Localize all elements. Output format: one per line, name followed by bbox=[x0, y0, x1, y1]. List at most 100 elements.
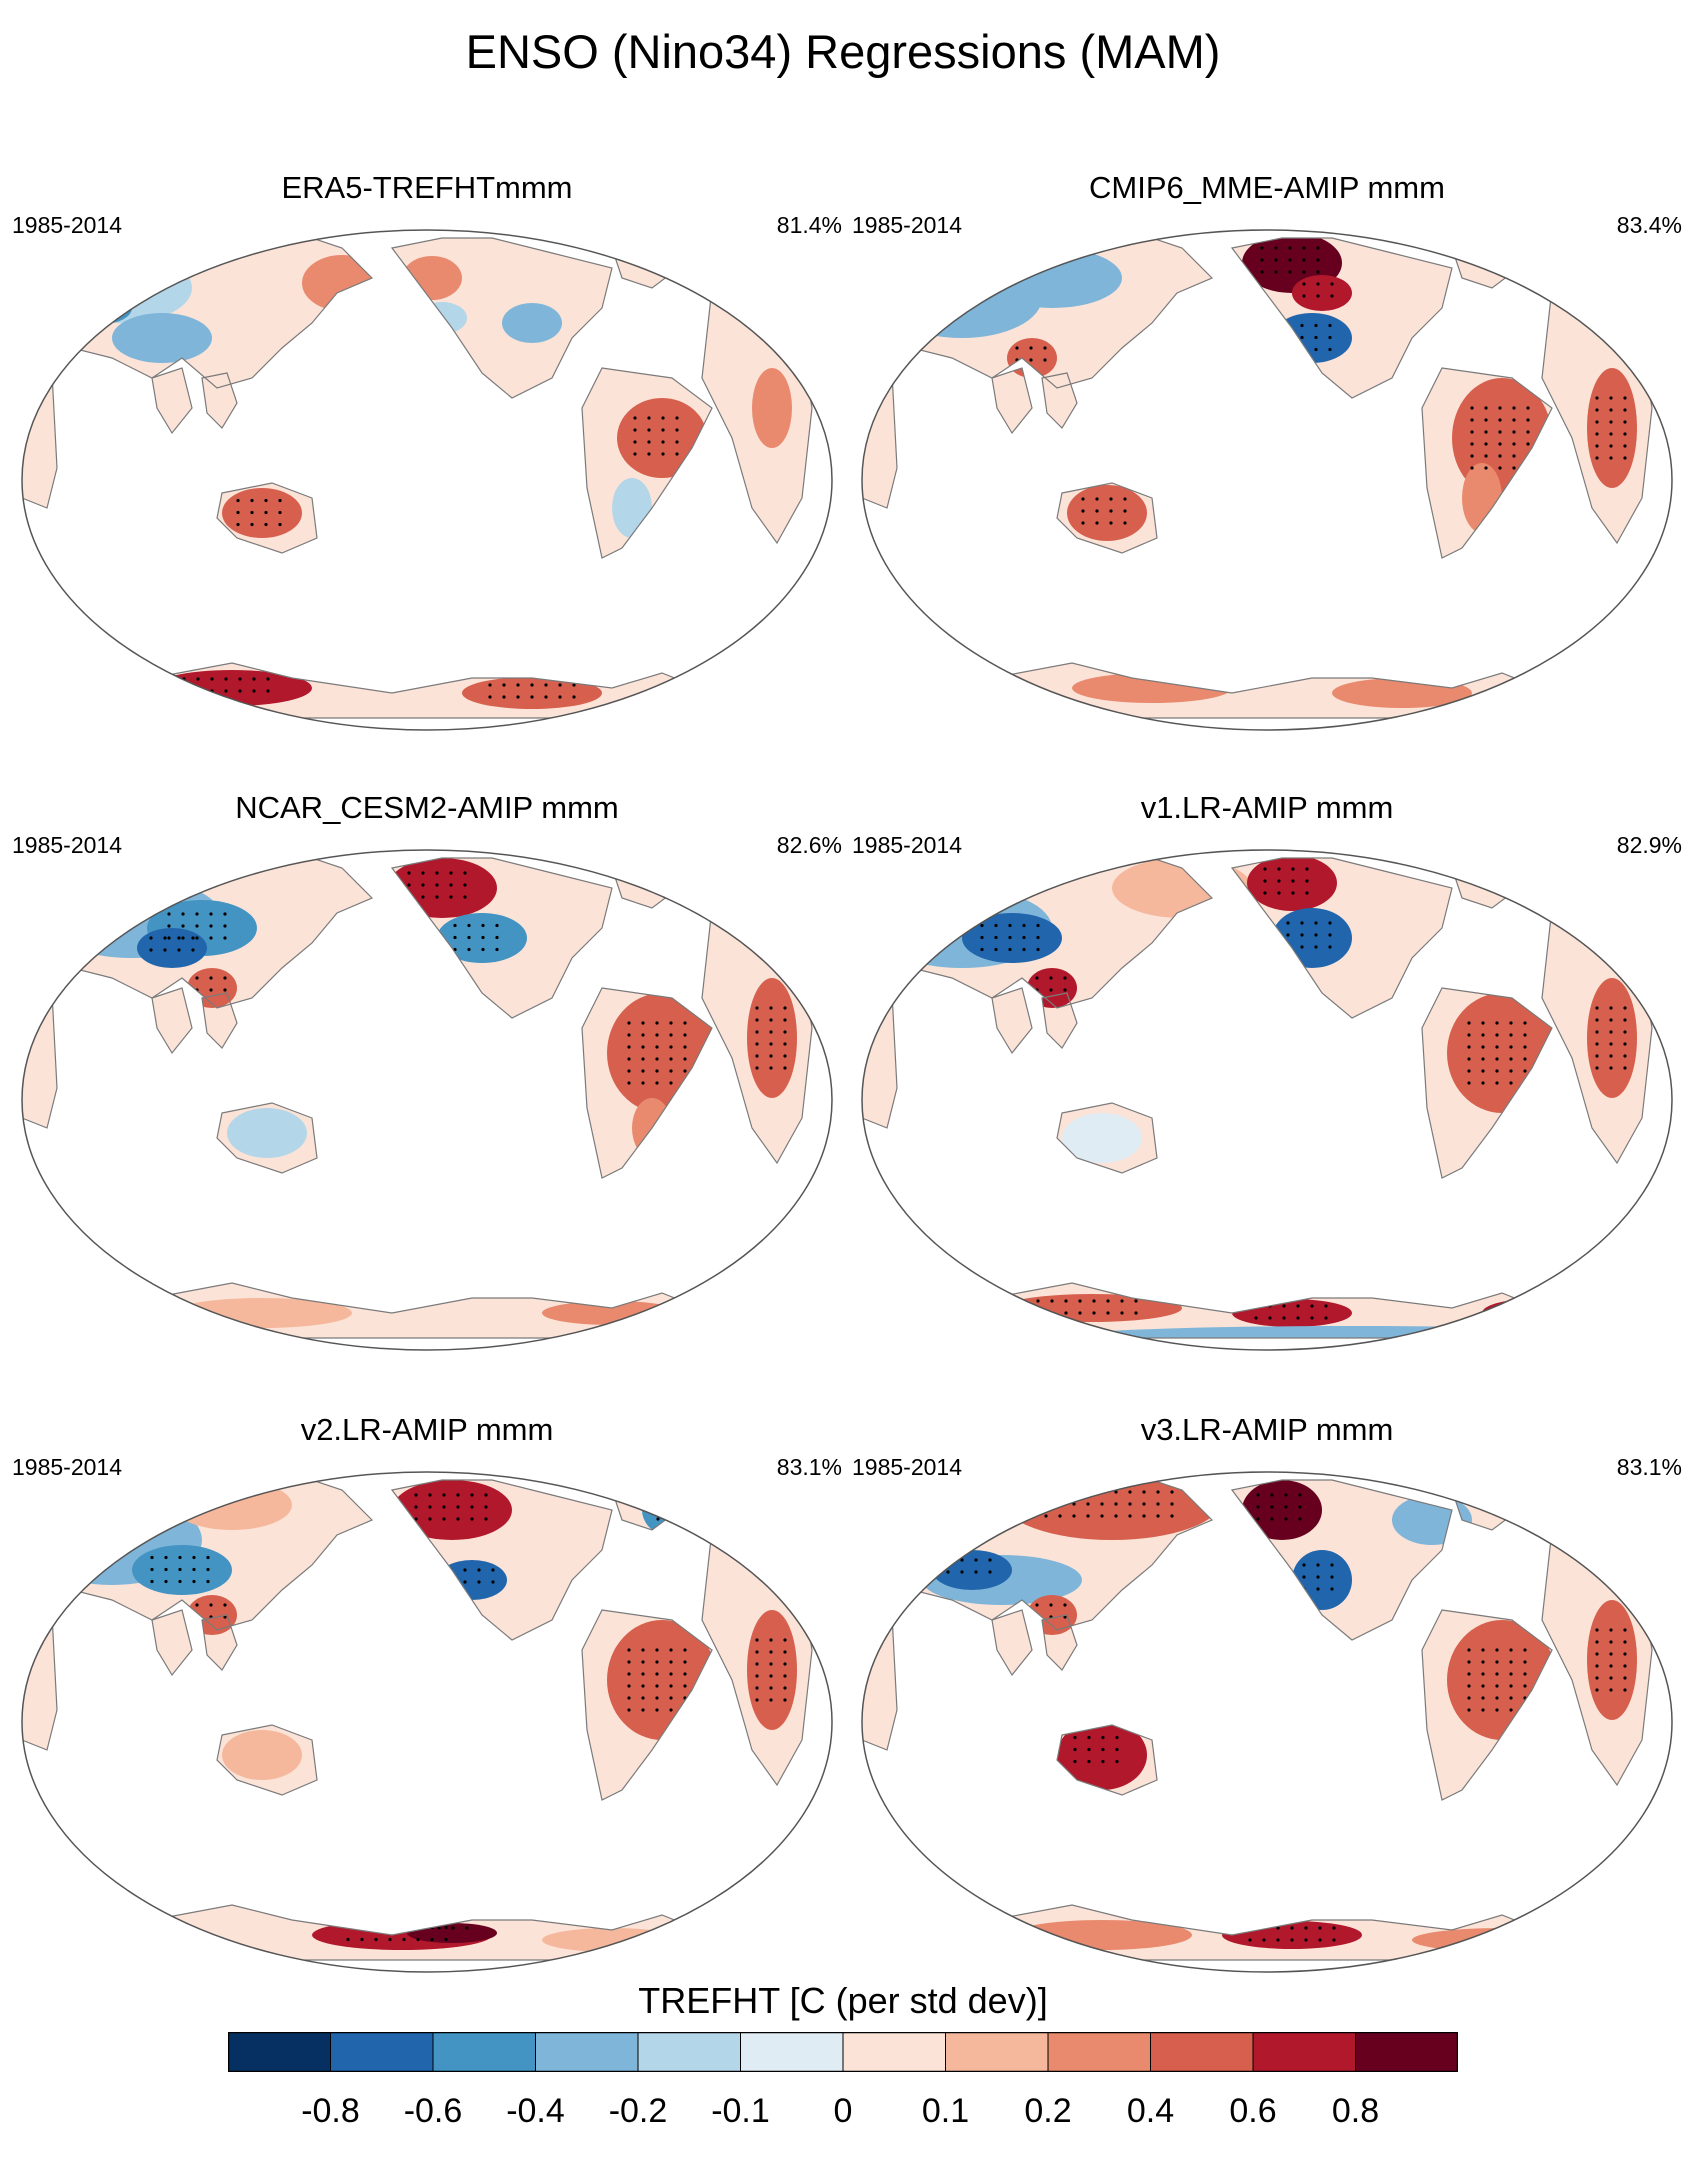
significance-dot bbox=[1595, 1054, 1599, 1058]
significance-dot bbox=[755, 1674, 759, 1678]
panel-pattern-correlation: 82.9% bbox=[1616, 832, 1682, 858]
significance-dot bbox=[191, 948, 195, 952]
significance-dot bbox=[428, 1505, 432, 1509]
significance-dot bbox=[1509, 1045, 1513, 1049]
significance-dot bbox=[96, 298, 100, 302]
significance-dot bbox=[669, 1648, 673, 1652]
significance-dot bbox=[96, 310, 100, 314]
significance-dot bbox=[1330, 1563, 1334, 1567]
significance-dot bbox=[1623, 1628, 1627, 1632]
anomaly-region bbox=[687, 676, 737, 700]
significance-dot bbox=[1467, 1696, 1471, 1700]
significance-dot bbox=[1609, 1054, 1613, 1058]
significance-dot bbox=[467, 947, 471, 952]
significance-dot bbox=[1036, 1299, 1040, 1303]
significance-dot bbox=[149, 936, 153, 940]
significance-dot bbox=[1063, 988, 1067, 992]
significance-dot bbox=[1328, 347, 1332, 352]
significance-dot bbox=[755, 1030, 759, 1034]
significance-dot bbox=[1595, 1006, 1599, 1010]
significance-dot bbox=[1526, 418, 1530, 422]
significance-dot bbox=[647, 428, 651, 432]
significance-dot bbox=[1008, 923, 1012, 928]
significance-dot bbox=[1277, 879, 1281, 883]
significance-dot bbox=[192, 1567, 196, 1572]
coastline bbox=[991, 1609, 1033, 1677]
significance-dot bbox=[1170, 1490, 1174, 1494]
significance-dot bbox=[1595, 1628, 1599, 1632]
significance-dot bbox=[994, 935, 998, 940]
significance-dot bbox=[1029, 346, 1033, 350]
significance-dot bbox=[633, 428, 637, 432]
significance-dot bbox=[661, 428, 665, 432]
significance-dot bbox=[1481, 1648, 1485, 1652]
significance-dot bbox=[223, 1603, 227, 1607]
significance-dot bbox=[1523, 1684, 1527, 1688]
significance-dot bbox=[206, 1579, 210, 1584]
significance-dot bbox=[1142, 1490, 1146, 1494]
significance-dot bbox=[1072, 1514, 1076, 1518]
significance-dot bbox=[709, 680, 713, 684]
anomaly-region bbox=[462, 677, 602, 709]
significance-dot bbox=[1049, 1603, 1053, 1607]
significance-dot bbox=[1078, 1299, 1082, 1303]
significance-dot bbox=[783, 1018, 787, 1022]
significance-dot bbox=[495, 935, 499, 940]
coastline bbox=[1056, 1102, 1158, 1174]
significance-dot bbox=[224, 677, 228, 681]
coastline bbox=[151, 1609, 193, 1677]
significance-dot bbox=[1270, 1505, 1274, 1509]
significance-dot bbox=[1512, 418, 1516, 422]
significance-dot bbox=[444, 1937, 448, 1942]
significance-dot bbox=[209, 912, 213, 916]
significance-dot bbox=[641, 1021, 645, 1025]
significance-dot bbox=[1523, 1045, 1527, 1049]
anomaly-region bbox=[1587, 1600, 1637, 1720]
significance-dot bbox=[627, 1069, 631, 1073]
significance-dot bbox=[177, 948, 181, 952]
significance-dot bbox=[1314, 933, 1318, 937]
significance-dot bbox=[1484, 406, 1488, 410]
significance-dot bbox=[236, 522, 240, 527]
significance-dot bbox=[1298, 1505, 1302, 1509]
anomaly-region bbox=[52, 253, 192, 323]
significance-dot bbox=[1509, 1033, 1513, 1037]
coastline bbox=[390, 237, 613, 399]
significance-dot bbox=[1316, 258, 1320, 262]
significance-dot bbox=[1043, 358, 1047, 362]
significance-dot bbox=[1523, 1057, 1527, 1061]
significance-dot bbox=[960, 1558, 964, 1562]
significance-dot bbox=[675, 428, 679, 432]
significance-dot bbox=[1623, 1676, 1627, 1680]
significance-dot bbox=[558, 695, 562, 699]
significance-dot bbox=[1623, 444, 1627, 448]
significance-dot bbox=[195, 1603, 199, 1607]
significance-dot bbox=[980, 947, 984, 952]
significance-dot bbox=[1156, 1490, 1160, 1494]
anomaly-region bbox=[222, 1730, 302, 1780]
significance-dot bbox=[627, 1708, 631, 1712]
coastline bbox=[201, 992, 238, 1049]
colorbar-frame bbox=[228, 2032, 1458, 2072]
significance-dot bbox=[463, 883, 467, 887]
significance-dot bbox=[627, 1045, 631, 1049]
significance-dot bbox=[1467, 1069, 1471, 1073]
significance-dot bbox=[769, 1030, 773, 1034]
significance-dot bbox=[1058, 1514, 1062, 1518]
significance-dot bbox=[1481, 1033, 1485, 1037]
significance-dot bbox=[1120, 1299, 1124, 1303]
significance-dot bbox=[1495, 1045, 1499, 1049]
coastline bbox=[1056, 482, 1158, 554]
significance-dot bbox=[769, 1638, 773, 1642]
colorbar-tick-label: 0.2 bbox=[1024, 2092, 1072, 2130]
significance-dot bbox=[1316, 246, 1320, 250]
significance-dot bbox=[1296, 1304, 1300, 1308]
significance-dot bbox=[1316, 282, 1320, 286]
significance-dot bbox=[1288, 246, 1292, 250]
significance-dot bbox=[1302, 294, 1306, 298]
significance-dot bbox=[414, 1493, 418, 1497]
significance-dot bbox=[1101, 1747, 1105, 1752]
significance-dot bbox=[1595, 1042, 1599, 1046]
significance-dot bbox=[1123, 521, 1127, 525]
significance-dot bbox=[421, 871, 425, 875]
